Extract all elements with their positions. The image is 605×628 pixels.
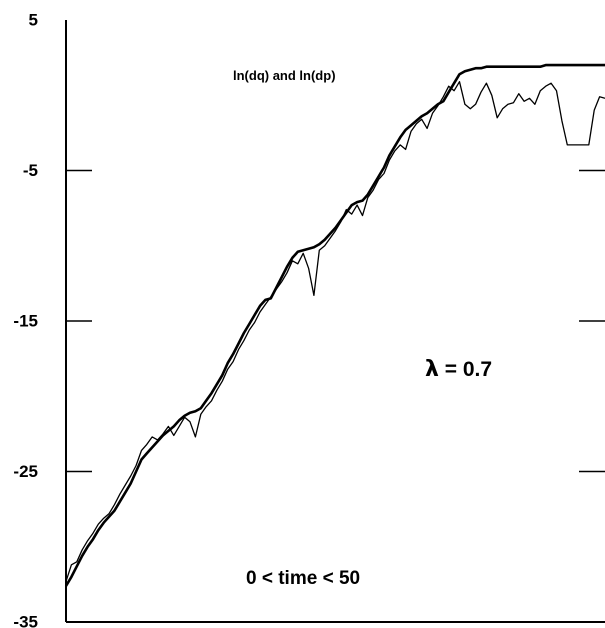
lambda-annotation: λ = 0.7 xyxy=(425,357,492,382)
lambda-symbol: λ xyxy=(425,357,439,382)
y-tick-label: -35 xyxy=(13,613,38,628)
chart-title: ln(dq) and ln(dp) xyxy=(233,68,336,83)
y-tick-label: 5 xyxy=(29,11,38,30)
series-line-1 xyxy=(64,63,605,587)
time-range-annotation: 0 < time < 50 xyxy=(246,568,360,589)
y-tick-label: -5 xyxy=(23,161,38,180)
chart-series xyxy=(64,63,605,587)
y-tick-label: -15 xyxy=(13,312,38,331)
series-line-2 xyxy=(65,81,605,582)
lambda-value: = 0.7 xyxy=(439,358,492,381)
y-tick-labels: 5 -5 -15 -25 -35 xyxy=(13,11,38,628)
chart-axes xyxy=(65,20,605,623)
y-tick-label: -25 xyxy=(13,462,38,481)
